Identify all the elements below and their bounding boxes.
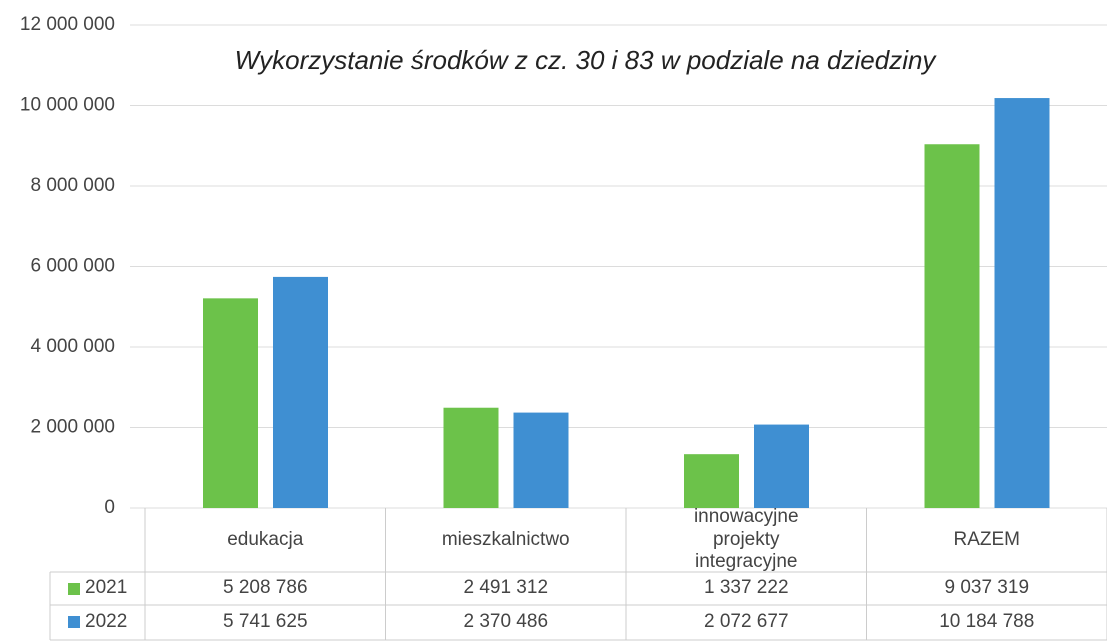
y-tick-label: 0 xyxy=(104,497,115,518)
table-value: 5 741 625 xyxy=(222,610,308,632)
table-value: 5 208 786 xyxy=(222,577,308,599)
legend-label: 2021 xyxy=(85,577,128,599)
y-tick-label: 8 000 000 xyxy=(30,175,115,196)
table-value: 10 184 788 xyxy=(939,610,1035,632)
y-tick-label: 2 000 000 xyxy=(30,417,115,438)
table-value: 9 037 319 xyxy=(944,577,1030,599)
legend-entry: 2022 xyxy=(50,605,145,639)
table-value: 2 072 677 xyxy=(703,610,789,632)
table-value: 2 491 312 xyxy=(463,577,549,599)
legend-entry: 2021 xyxy=(50,572,145,605)
bar xyxy=(994,98,1050,508)
category-label: innowacyjne projekty integracyjne xyxy=(693,505,799,573)
y-tick-label: 10 000 000 xyxy=(20,95,115,116)
bar xyxy=(684,454,739,508)
legend-swatch xyxy=(68,616,80,628)
y-tick-label: 6 000 000 xyxy=(30,256,115,277)
bar xyxy=(754,424,809,508)
category-label: edukacja xyxy=(227,528,304,550)
category-label: mieszkalnictwo xyxy=(441,528,570,550)
table-value: 2 370 486 xyxy=(463,610,549,632)
table-value: 1 337 222 xyxy=(703,577,789,599)
bar xyxy=(203,298,258,508)
y-tick-label: 4 000 000 xyxy=(30,336,115,357)
bar xyxy=(924,144,980,508)
category-label: RAZEM xyxy=(953,528,1021,550)
chart-title: Wykorzystanie środków z cz. 30 i 83 w po… xyxy=(235,45,938,75)
bar xyxy=(443,407,499,508)
bar xyxy=(513,412,569,508)
bar xyxy=(273,276,328,508)
y-tick-label: 12 000 000 xyxy=(20,14,115,35)
legend-label: 2022 xyxy=(85,610,128,632)
legend-swatch xyxy=(68,582,80,595)
